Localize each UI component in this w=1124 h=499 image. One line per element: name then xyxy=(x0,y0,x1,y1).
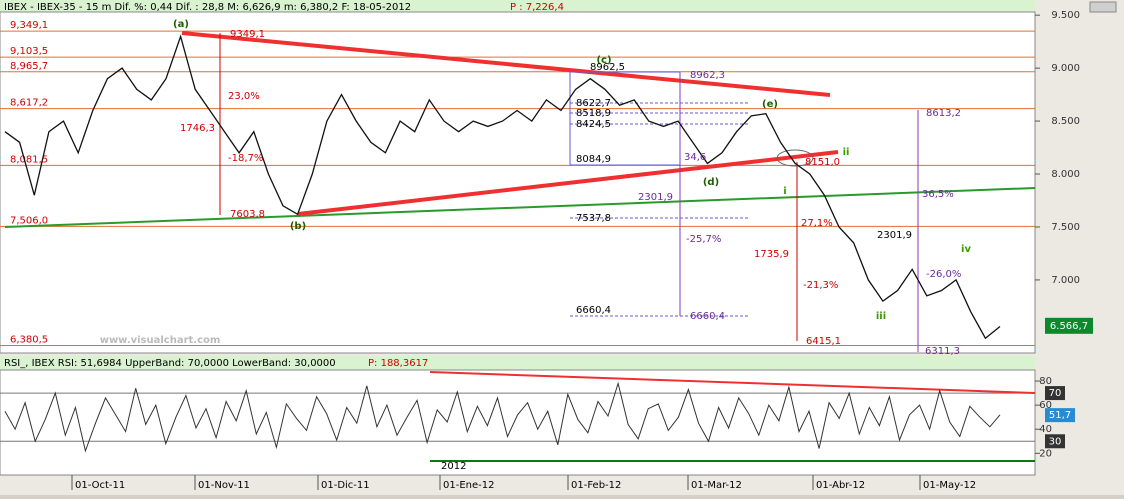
x-tick-label: 01-Mar-12 xyxy=(691,480,742,491)
rsi-panel xyxy=(0,369,1036,476)
annotation: (b) xyxy=(290,221,306,232)
band-box xyxy=(1045,434,1065,449)
annotation: -21,3% xyxy=(803,280,838,291)
y-tick-label: 40 xyxy=(1039,424,1052,435)
y-tick-label: 8.000 xyxy=(1051,169,1080,180)
last-value-label: 6.566,7 xyxy=(1050,321,1088,332)
annotation: i xyxy=(783,186,786,197)
window-button[interactable] xyxy=(1089,1,1117,13)
annotation: 36,5% xyxy=(922,189,954,200)
annotation: 27,1% xyxy=(801,218,833,229)
rsi-line xyxy=(4,381,1001,453)
drawing xyxy=(429,371,1036,394)
level-label: 8,965,7 xyxy=(10,61,48,72)
annotation: (d) xyxy=(703,177,719,188)
annotation: iv xyxy=(961,244,971,255)
annotation: 6660,4 xyxy=(690,311,725,322)
annotation: -18,7% xyxy=(228,153,263,164)
band-label: 30 xyxy=(1049,436,1062,447)
y-tick-label: 7.000 xyxy=(1051,275,1080,286)
y-tick-label: 7.500 xyxy=(1051,222,1080,233)
price-line xyxy=(4,34,1001,340)
annotation: 8084,9 xyxy=(576,154,611,165)
level-label: 8,081,5 xyxy=(10,154,48,165)
y-tick-label: 20 xyxy=(1039,448,1052,459)
x-tick-label: 01-Dic-11 xyxy=(321,480,370,491)
annotation: 6311,3 xyxy=(925,346,960,357)
annotation: (c) xyxy=(596,55,611,66)
annotation: 7603,8 xyxy=(230,209,265,220)
level-label: 9,349,1 xyxy=(10,20,48,31)
annotation: 1735,9 xyxy=(754,249,789,260)
annotation: 8962,3 xyxy=(690,70,725,81)
header-last: P : 7,226,4 xyxy=(510,2,564,13)
level-label: 7,506,0 xyxy=(10,215,48,226)
annotation: -25,7% xyxy=(686,234,721,245)
drawing xyxy=(297,150,839,216)
rsi-last-box xyxy=(1045,408,1075,423)
annotation: 8424,5 xyxy=(576,119,611,130)
annotation: 7537,8 xyxy=(576,213,611,224)
rsi-header-bar xyxy=(0,356,1035,370)
band-label: 70 xyxy=(1049,388,1062,399)
level-label: 6,380,5 xyxy=(10,335,48,346)
y-tick-label: 60 xyxy=(1039,400,1052,411)
y-tick-label: 80 xyxy=(1039,376,1052,387)
y-tick-label: 8.500 xyxy=(1051,116,1080,127)
last-value-box xyxy=(1045,317,1093,334)
x-tick-label: 01-Oct-11 xyxy=(75,480,125,491)
year-label: 2012 xyxy=(441,461,466,472)
band-box xyxy=(1045,386,1065,401)
header-bar xyxy=(0,0,1035,12)
annotation: 34,6 xyxy=(684,152,706,163)
annotation: 23,0% xyxy=(228,91,260,102)
annotation: 2301,9 xyxy=(877,230,912,241)
annotation: 6660,4 xyxy=(576,305,611,316)
drawing xyxy=(4,187,1036,228)
annotation: 8518,9 xyxy=(576,108,611,119)
price-panel xyxy=(0,11,1036,354)
annotation: -26,0% xyxy=(926,269,961,280)
annotation: (a) xyxy=(173,19,189,30)
rsi-last-label: 51,7 xyxy=(1049,410,1071,421)
annotation: 8962,5 xyxy=(590,62,625,73)
x-tick-label: 01-Abr-12 xyxy=(816,480,865,491)
annotation: 8622,7 xyxy=(576,98,611,109)
annotation: 1746,3 xyxy=(180,123,215,134)
annotation: iii xyxy=(876,311,886,322)
annotation: (e) xyxy=(762,99,778,110)
drawing xyxy=(181,31,831,97)
header-title: IBEX - IBEX-35 - 15 m Dif. %: 0,44 Dif. … xyxy=(4,2,411,13)
level-label: 8,617,2 xyxy=(10,98,48,109)
annotation: 8613,2 xyxy=(926,108,961,119)
x-tick-label: 01-Nov-11 xyxy=(198,480,250,491)
x-tick-label: 01-May-12 xyxy=(923,480,976,491)
level-label: 9,103,5 xyxy=(10,46,48,57)
annotation: 9349,1 xyxy=(230,29,265,40)
watermark: www.visualchart.com xyxy=(100,335,221,346)
x-tick-label: 01-Feb-12 xyxy=(571,480,621,491)
annotation: 8151,0 xyxy=(805,157,840,168)
y-tick-label: 9.000 xyxy=(1051,63,1080,74)
drawing xyxy=(776,149,814,167)
annotation: 2301,9 xyxy=(638,192,673,203)
rsi-title: RSI_, IBEX RSI: 51,6984 UpperBand: 70,00… xyxy=(4,358,336,369)
annotation: ii xyxy=(843,147,850,158)
annotation: 6415,1 xyxy=(806,336,841,347)
x-tick-label: 01-Ene-12 xyxy=(443,480,494,491)
rsi-title-p: P: 188,3617 xyxy=(368,358,428,369)
y-tick-label: 9.500 xyxy=(1051,10,1080,21)
